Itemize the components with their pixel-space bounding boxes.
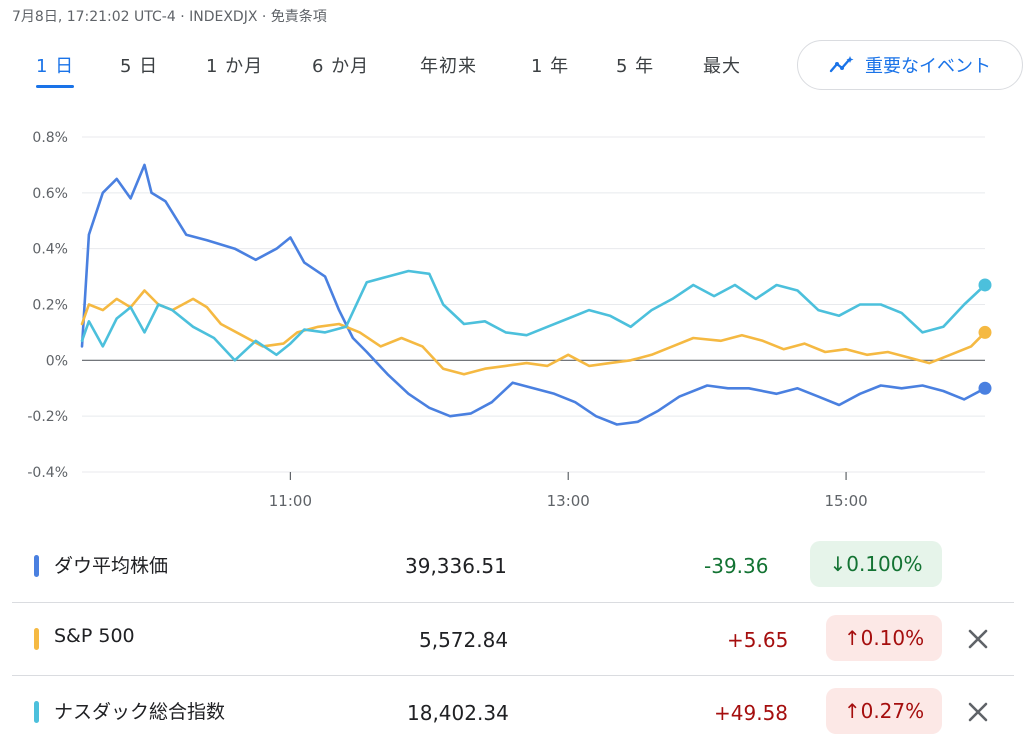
x-tick-label: 15:00 — [824, 492, 867, 510]
legend-price-sp500: 5,572.84 — [419, 628, 509, 652]
legend-percent-badge-nasdaq: ↑0.27% — [826, 688, 942, 734]
header-meta: 7月8日, 17:21:02 UTC-4 · INDEXDJX · 免責条項 — [12, 9, 327, 25]
legend-swatch-sp500 — [34, 628, 39, 650]
legend-row-dow[interactable]: ダウ平均株価 39,336.51 -39.36 ↓0.100% — [12, 530, 1014, 602]
tab-6-month[interactable]: 6 か月 — [312, 56, 370, 77]
y-axis-ticks: -0.4% -0.2% 0% 0.2% 0.4% 0.6% 0.8% — [27, 130, 68, 481]
tab-max[interactable]: 最大 — [703, 56, 741, 77]
legend-swatch-nasdaq — [34, 701, 39, 723]
series-end-point-nasdaq — [978, 278, 992, 292]
legend-row-nasdaq[interactable]: ナスダック総合指数 18,402.34 +49.58 ↑0.27% — [12, 675, 1014, 748]
y-tick-label: 0.2% — [32, 298, 68, 314]
series-line-nasdaq — [80, 269, 987, 362]
key-events-button[interactable]: 重要なイベント — [797, 40, 1023, 90]
key-events-label: 重要なイベント — [865, 56, 991, 77]
y-tick-label: 0% — [46, 353, 68, 369]
legend-change-nasdaq: +49.58 — [714, 701, 789, 725]
legend-row-sp500[interactable]: S&P 500 5,572.84 +5.65 ↑0.10% — [12, 602, 1014, 675]
tab-1-month[interactable]: 1 か月 — [206, 56, 264, 77]
y-tick-label: 0.4% — [32, 242, 68, 258]
tab-5-year[interactable]: 5 年 — [616, 56, 655, 77]
legend-percent-badge-sp500: ↑0.10% — [826, 615, 942, 661]
x-tick-label: 11:00 — [269, 492, 312, 510]
series-line-sp500 — [80, 289, 987, 376]
legend-name-sp500: S&P 500 — [54, 625, 135, 647]
series-end-point-dow — [978, 381, 992, 395]
tab-ytd[interactable]: 年初来 — [420, 56, 477, 77]
legend-name-nasdaq: ナスダック総合指数 — [54, 701, 226, 723]
remove-sp500-close-icon[interactable] — [962, 623, 994, 655]
y-tick-label: -0.2% — [27, 409, 68, 425]
legend-change-dow: -39.36 — [704, 554, 769, 578]
legend-name-dow: ダウ平均株価 — [54, 555, 169, 577]
grid-layer — [82, 136, 985, 473]
y-tick-label: 0.6% — [32, 186, 68, 202]
y-tick-label: 0.8% — [32, 130, 68, 146]
y-tick-label: -0.4% — [27, 465, 68, 481]
series-line-dow — [80, 163, 987, 426]
x-tick-label: 13:00 — [547, 492, 590, 510]
trend-sparkle-icon — [829, 56, 854, 73]
legend-change-sp500: +5.65 — [727, 628, 789, 652]
legend-percent-badge-dow: ↓0.100% — [810, 541, 942, 587]
remove-nasdaq-close-icon[interactable] — [962, 696, 994, 728]
series-layer — [80, 163, 992, 426]
tab-1-day[interactable]: 1 日 — [36, 52, 75, 88]
legend-swatch-dow — [34, 555, 39, 577]
legend-price-dow: 39,336.51 — [405, 554, 507, 578]
legend-price-nasdaq: 18,402.34 — [407, 701, 509, 725]
line-chart: -0.4%-0.2%0%0.2%0.4%0.6%0.8% 11:00 13:00 1… — [27, 130, 992, 510]
x-axis-ticks: 11:00 13:00 15:00 — [269, 472, 868, 510]
tab-1-year[interactable]: 1 年 — [531, 56, 570, 77]
series-end-point-sp500 — [978, 325, 992, 339]
tab-5-day[interactable]: 5 日 — [120, 56, 159, 77]
